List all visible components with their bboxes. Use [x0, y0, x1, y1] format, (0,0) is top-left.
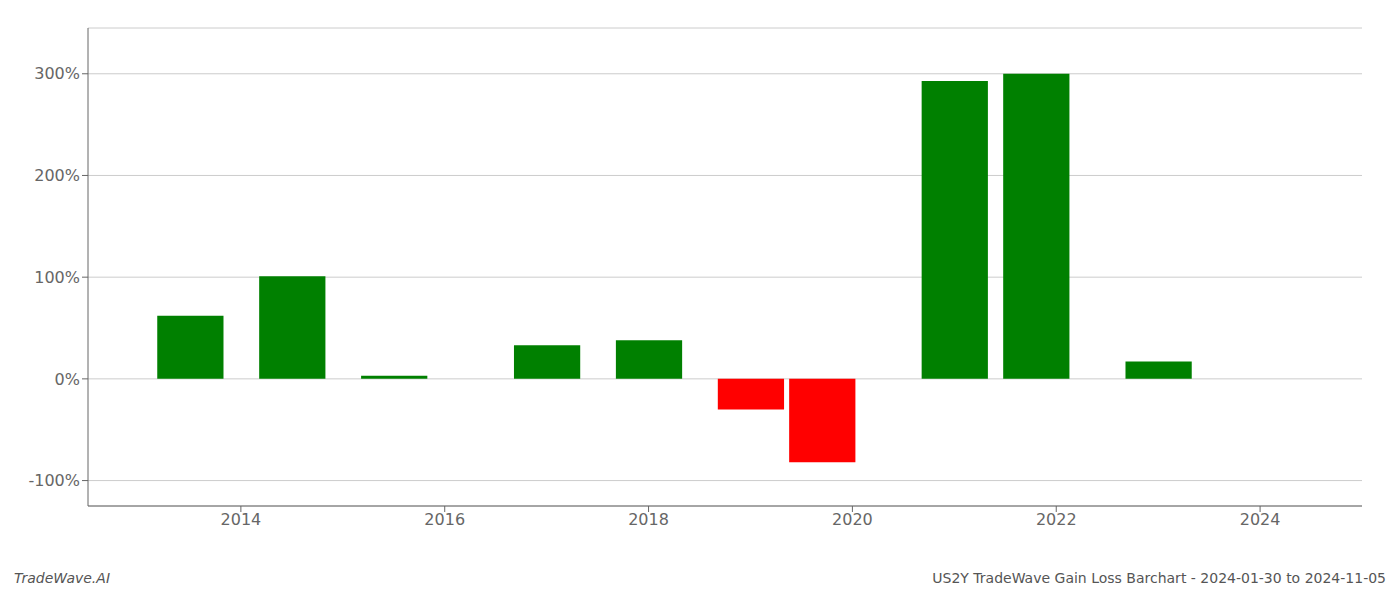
svg-text:2020: 2020	[832, 510, 873, 529]
html-text:US2Y TradeWave Gain Loss Barch: US2Y TradeWave Gain Loss Barchart - 2024…	[932, 570, 1386, 586]
svg-text:300%: 300%	[34, 64, 80, 83]
svg-text:2014: 2014	[221, 510, 262, 529]
svg-text:2022: 2022	[1036, 510, 1077, 529]
svg-text:0%: 0%	[55, 370, 80, 389]
svg-text:-100%: -100%	[28, 471, 80, 490]
svg-text:2024: 2024	[1240, 510, 1281, 529]
svg-text:100%: 100%	[34, 268, 80, 287]
svg-text:2016: 2016	[424, 510, 465, 529]
svg-text:2018: 2018	[628, 510, 669, 529]
html-text:TradeWave.AI: TradeWave.AI	[14, 570, 110, 586]
svg-text:200%: 200%	[34, 166, 80, 185]
